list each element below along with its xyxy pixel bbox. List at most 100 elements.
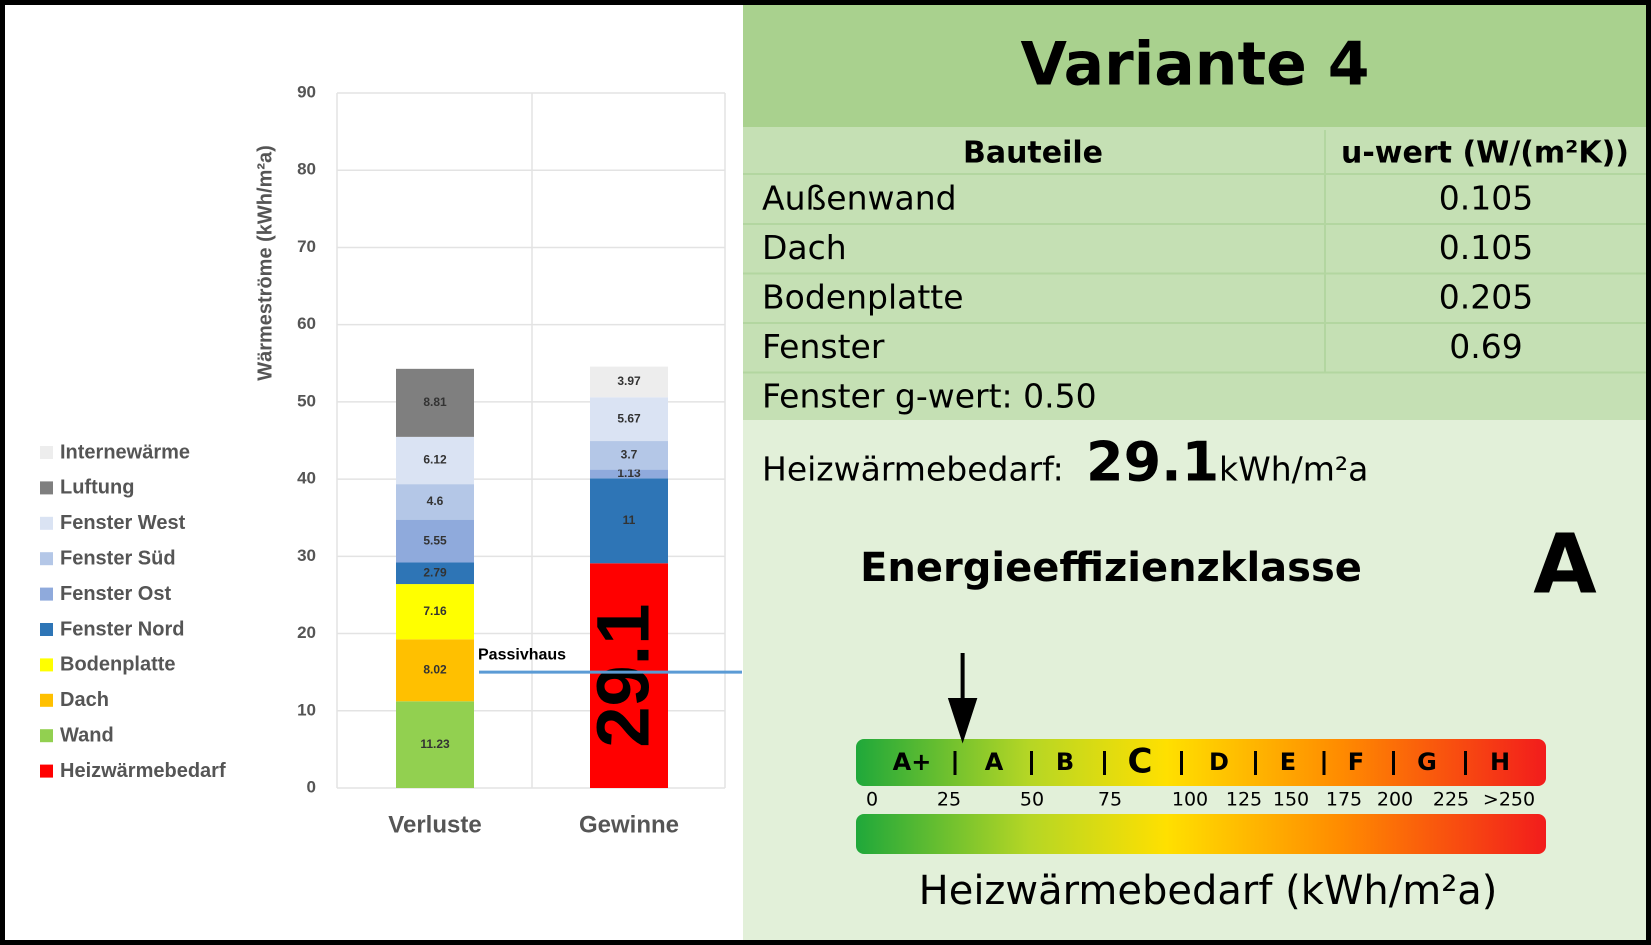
marker-arrow <box>947 653 978 744</box>
legend-swatch <box>40 693 53 707</box>
y-tick-label: 50 <box>297 391 316 410</box>
gradient-bar <box>856 814 1546 854</box>
g-wert: Fenster g-wert: 0.50 <box>762 377 1097 416</box>
bar-segment <box>396 562 474 585</box>
segment-label: 2.79 <box>423 565 447 579</box>
segment-label: 8.81 <box>423 395 447 409</box>
class-label: A+ <box>893 748 932 776</box>
bar-segment <box>396 701 474 788</box>
legend-label: Fenster Nord <box>60 618 184 640</box>
segment-label: 1.13 <box>617 466 641 480</box>
scale-tick: >250 <box>1483 789 1535 811</box>
y-tick-label: 0 <box>307 777 316 796</box>
bar-segment <box>396 436 474 485</box>
heiz-label: Heizwärmebedarf: <box>762 450 1064 489</box>
segment-label: 3.7 <box>621 447 638 461</box>
bar-segment <box>396 584 474 640</box>
class-label: C <box>1128 742 1153 782</box>
table-header: Bauteile <box>963 136 1103 171</box>
y-tick-label: 70 <box>297 237 316 256</box>
legend-swatch <box>40 446 53 459</box>
title-band <box>743 5 1646 127</box>
y-tick-label: 80 <box>297 160 316 179</box>
bar-segment <box>396 639 474 702</box>
panel: Variante 4 Bauteile u-wert (W/(m²K)) Fen… <box>743 30 1646 914</box>
segment-label: 5.67 <box>617 411 641 425</box>
y-tick-label: 40 <box>297 469 316 488</box>
segment-label: 11 <box>623 513 636 527</box>
legend-label: Fenster Süd <box>60 547 176 569</box>
bar-segment <box>590 478 668 564</box>
klasse-label: Energieeffizienzklasse <box>860 545 1362 591</box>
segment-label: 4.6 <box>427 494 444 508</box>
row-label: Außenwand <box>762 179 957 218</box>
row-value: 0.105 <box>1439 179 1533 218</box>
x-tick-label: Verluste <box>388 811 481 838</box>
scale-tick: 200 <box>1377 789 1413 811</box>
scale-tick: 100 <box>1172 789 1208 811</box>
passivhaus-label: Passivhaus <box>478 646 566 663</box>
scale-tick: 50 <box>1020 789 1044 811</box>
y-tick-label: 90 <box>297 82 316 101</box>
table-header: u-wert (W/(m²K)) <box>1341 136 1629 171</box>
y-tick-label: 20 <box>297 623 316 642</box>
class-label: D <box>1209 748 1229 776</box>
legend-label: Heizwärmebedarf <box>60 760 226 782</box>
bar-segment <box>590 441 668 470</box>
row-value: 0.205 <box>1439 278 1533 317</box>
row-label: Bodenplatte <box>762 278 964 317</box>
chart: 0 10 20 30 40 50 60 70 80 90 Wärmeströme (kWh/m²a)… <box>40 82 742 838</box>
y-axis-title: Wärmeströme (kWh/m²a) <box>254 145 276 381</box>
legend-swatch <box>40 587 53 601</box>
scale-tick: 175 <box>1326 789 1362 811</box>
heiz-value: 29.1 <box>1086 431 1219 494</box>
scale-title: Heizwärmebedarf (kWh/m²a) <box>919 868 1498 914</box>
title: Variante 4 <box>1020 30 1369 100</box>
class-label: H <box>1490 748 1510 776</box>
klasse-value: A <box>1533 517 1597 612</box>
y-tick-label: 10 <box>297 700 316 719</box>
scale-tick: 125 <box>1226 789 1262 811</box>
x-tick-label: Gewinne <box>579 811 679 838</box>
bar-segment <box>590 563 668 788</box>
legend-label: Fenster West <box>60 512 186 534</box>
y-tick-label: 60 <box>297 314 316 333</box>
segment-label: 11.23 <box>420 737 450 751</box>
scale-tick: 25 <box>937 789 961 811</box>
row-label: Dach <box>762 228 847 267</box>
legend-label: Fenster Ost <box>60 583 171 605</box>
segment-label: 29.1 <box>582 604 665 748</box>
class-label: B <box>1056 748 1074 776</box>
class-label: A <box>985 748 1004 776</box>
legend-swatch <box>40 623 53 636</box>
class-label: G <box>1417 748 1437 776</box>
segment-label: 6.12 <box>423 453 447 467</box>
y-tick-label: 30 <box>297 546 316 565</box>
legend-label: Internewärme <box>60 441 190 463</box>
bar-segment <box>396 484 474 520</box>
legend-swatch <box>40 516 53 530</box>
legend-label: Luftung <box>60 477 134 499</box>
legend-label: Bodenplatte <box>60 654 176 676</box>
heiz-unit: kWh/m²a <box>1219 450 1368 489</box>
bar-segment <box>590 366 668 398</box>
legend-swatch <box>40 764 53 778</box>
row-value: 0.69 <box>1449 327 1522 366</box>
scale-tick: 150 <box>1273 789 1309 811</box>
bar-segment <box>590 469 668 479</box>
scale-tick: 0 <box>866 789 878 811</box>
segment-label: 7.16 <box>423 604 447 618</box>
scale-tick: 225 <box>1433 789 1469 811</box>
legend-swatch <box>40 729 53 743</box>
scale-tick: 75 <box>1098 789 1122 811</box>
class-label: E <box>1280 748 1296 776</box>
legend-label: Dach <box>60 689 109 711</box>
result-band <box>743 420 1646 940</box>
bar-segment <box>396 519 474 563</box>
class-label: F <box>1348 748 1364 776</box>
legend-swatch <box>40 658 53 672</box>
row-value: 0.105 <box>1439 228 1533 267</box>
segment-label: 5.55 <box>423 533 447 547</box>
